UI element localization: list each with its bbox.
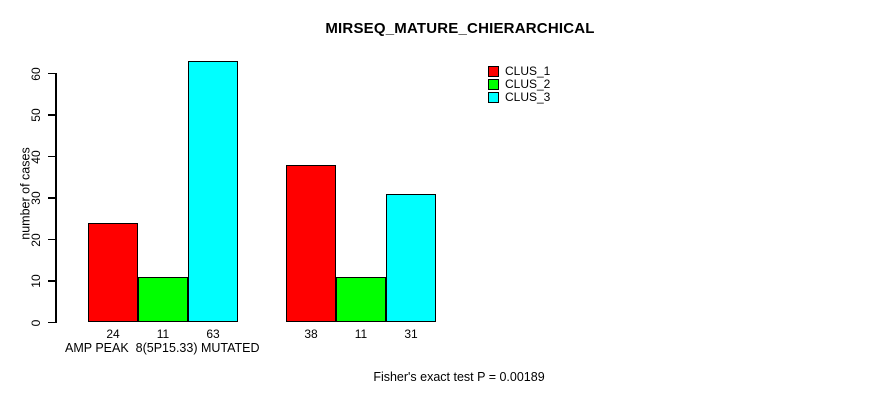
bar-clus_2-group1: [138, 276, 188, 323]
y-tick-label: 0: [29, 319, 43, 326]
legend-swatch-icon: [488, 79, 499, 90]
legend-swatch-icon: [488, 92, 499, 103]
bar-clus_3-group1: [188, 61, 238, 323]
chart-title: MIRSEQ_MATURE_CHIERARCHICAL: [325, 20, 595, 37]
y-tick-mark: [48, 155, 55, 158]
y-tick-mark: [48, 238, 55, 241]
legend-swatch-icon: [488, 66, 499, 77]
y-tick-mark: [48, 321, 55, 324]
x-axis-label: AMP PEAK 8(5P15.33) MUTATED: [65, 341, 260, 355]
bar-value-label: 63: [206, 327, 220, 341]
bar-value-label: 11: [354, 327, 368, 341]
y-tick-label: 50: [29, 108, 43, 122]
y-axis-line: [55, 72, 57, 323]
y-tick-label: 30: [29, 191, 43, 205]
y-tick-label: 20: [29, 232, 43, 247]
legend-label: CLUS_1: [505, 64, 551, 78]
y-tick-label: 10: [29, 274, 43, 288]
y-tick-mark: [48, 197, 55, 199]
y-tick-label: 60: [29, 66, 43, 81]
legend-label: CLUS_3: [505, 90, 551, 104]
bar-clus_3-group2: [386, 193, 436, 323]
legend-label: CLUS_2: [505, 77, 551, 91]
bar-clus_1-group2: [286, 164, 336, 323]
y-tick-mark: [48, 72, 55, 75]
y-tick-label: 40: [29, 149, 43, 164]
bar-value-label: 24: [106, 327, 120, 341]
bar-value-label: 38: [304, 327, 318, 341]
bar-clus_1-group1: [88, 222, 138, 323]
bar-value-label: 31: [404, 327, 418, 341]
bar-value-label: 11: [156, 327, 170, 341]
y-tick-mark: [48, 114, 55, 116]
fisher-test-annotation: Fisher's exact test P = 0.00189: [373, 370, 545, 384]
bar-clus_2-group2: [336, 276, 386, 323]
y-tick-mark: [48, 280, 55, 282]
